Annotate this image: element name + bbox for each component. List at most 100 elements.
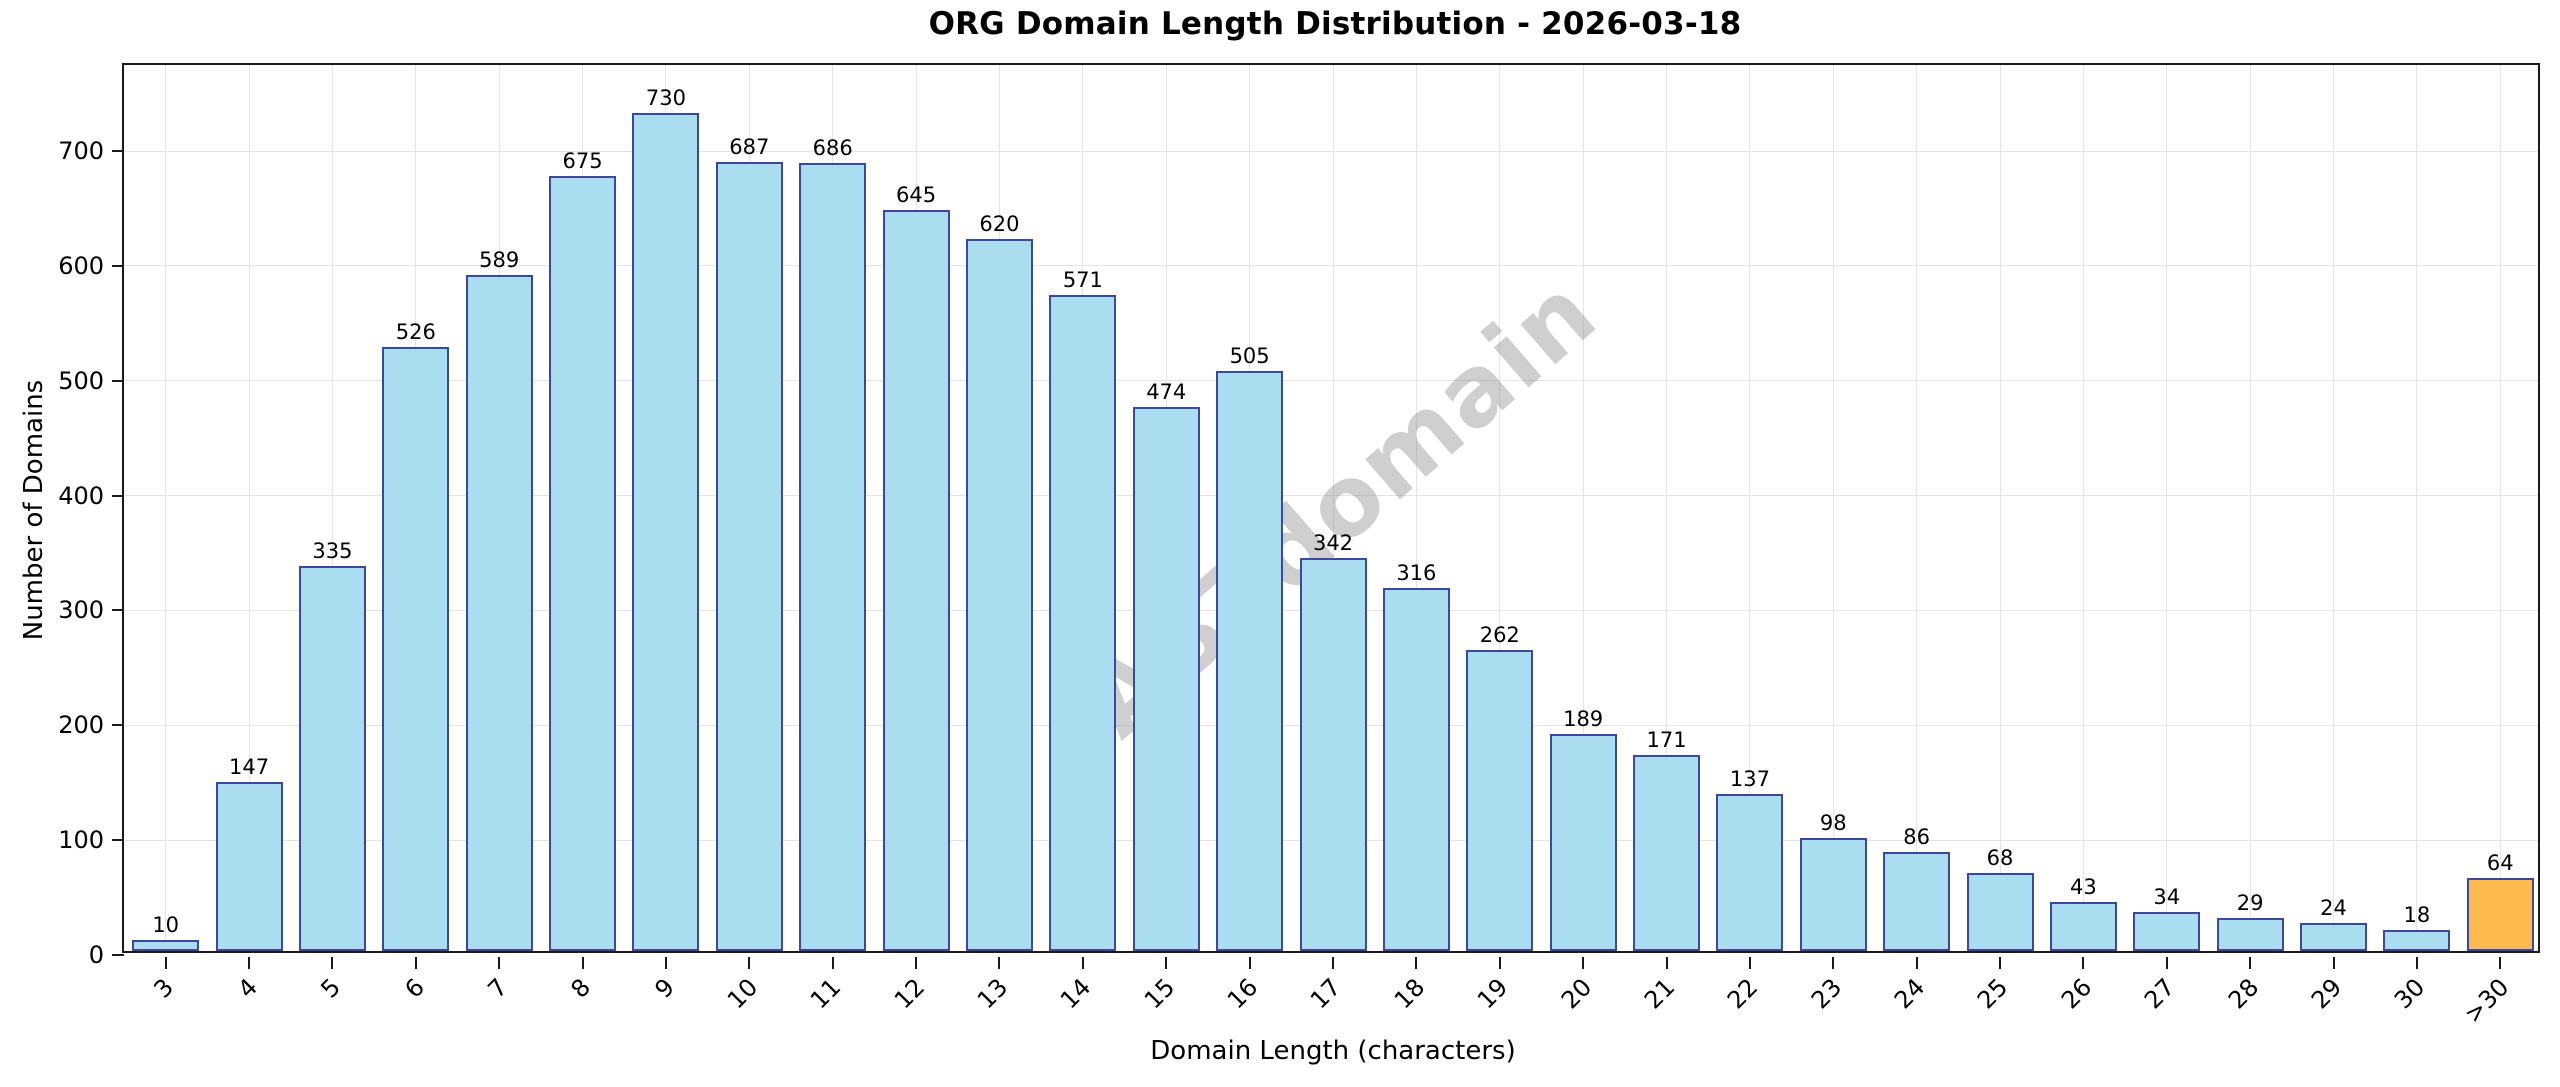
bar-28 (2216, 917, 2284, 951)
bar-11 (799, 163, 867, 951)
x-axis-label: Domain Length (characters) (1150, 1036, 1516, 1066)
x-tick-mark (498, 957, 501, 969)
bar-value-label: 86 (1903, 825, 1931, 850)
x-tick-mark (1332, 957, 1334, 969)
gridline-v (1666, 65, 1668, 951)
x-tick-mark (414, 957, 417, 969)
bar-value-label: 147 (229, 755, 270, 780)
bar-value-label: 316 (1396, 561, 1437, 586)
y-tick-mark (112, 150, 124, 153)
bar-23 (1799, 838, 1867, 951)
y-tick-label: 100 (58, 826, 104, 855)
bar-8 (549, 175, 617, 951)
x-tick-label: 27 (2139, 973, 2181, 1015)
x-tick-mark (1165, 957, 1168, 969)
gridline-v (1499, 65, 1501, 951)
bar-30 (2383, 930, 2451, 951)
bar-value-label: 29 (2236, 890, 2264, 915)
bar-27 (2133, 911, 2201, 951)
x-tick-mark (998, 957, 1001, 969)
x-tick-mark (748, 957, 751, 969)
bar-value-label: 189 (1563, 706, 1604, 731)
bar-value-label: 98 (1819, 811, 1847, 836)
bar-value-label: 68 (1986, 845, 2014, 870)
bar-value-label: 687 (729, 135, 770, 160)
gridline-v (331, 65, 333, 951)
y-tick-label: 400 (58, 481, 104, 510)
bar-10 (715, 162, 783, 951)
x-tick-label: 12 (888, 973, 930, 1015)
x-tick-mark (1832, 957, 1835, 969)
bar-3 (132, 939, 200, 951)
bar->30 (2466, 877, 2534, 951)
x-tick-label: 18 (1388, 973, 1431, 1015)
x-tick-mark (1081, 957, 1084, 969)
y-tick-mark (112, 954, 124, 956)
gridline-v (2499, 65, 2501, 951)
x-tick-mark (2249, 957, 2252, 969)
x-tick-mark (1915, 957, 1918, 969)
x-tick-label: 5 (315, 973, 347, 1004)
gridline-h (124, 380, 2538, 382)
bar-22 (1716, 793, 1784, 951)
x-tick-label: 11 (805, 973, 847, 1015)
x-tick-label: 26 (2055, 973, 2098, 1015)
bar-value-label: 620 (979, 212, 1020, 236)
x-tick-mark (831, 957, 834, 969)
x-tick-mark (248, 957, 251, 969)
y-tick-label: 500 (58, 366, 104, 395)
bar-value-label: 171 (1646, 727, 1687, 752)
gridline-v (2082, 65, 2084, 951)
x-tick-label: 10 (721, 973, 764, 1015)
bar-value-label: 64 (2486, 850, 2514, 875)
x-tick-label: 15 (1138, 973, 1181, 1015)
bar-6 (382, 346, 450, 951)
x-tick-mark (664, 957, 667, 969)
gridline-h (124, 265, 2538, 267)
gridline-h (124, 150, 2538, 152)
x-tick-label: 23 (1805, 973, 1848, 1015)
y-tick-mark (112, 724, 124, 727)
y-tick-mark (112, 839, 124, 842)
x-tick-mark (1748, 957, 1751, 969)
x-tick-mark (1498, 957, 1501, 969)
bar-value-label: 34 (2153, 884, 2181, 909)
x-tick-label: 6 (399, 973, 430, 1004)
x-tick-label: 9 (649, 973, 680, 1004)
bar-29 (2300, 923, 2368, 951)
x-tick-label: 25 (1972, 973, 2014, 1015)
x-tick-label: 29 (2305, 973, 2348, 1015)
bar-value-label: 24 (2320, 896, 2347, 921)
y-tick-label: 300 (58, 596, 104, 625)
x-tick-label: 20 (1555, 973, 1597, 1015)
gridline-v (1582, 65, 1584, 951)
bar-16 (1216, 371, 1284, 951)
bar-9 (632, 112, 700, 951)
bar-value-label: 571 (1062, 268, 1103, 293)
bar-value-label: 686 (812, 136, 853, 161)
y-tick-label: 600 (58, 251, 104, 280)
x-tick-label: 30 (2389, 973, 2431, 1015)
bar-value-label: 730 (645, 85, 686, 110)
x-tick-label: 14 (1055, 973, 1097, 1015)
bar-value-label: 589 (479, 247, 520, 272)
x-tick-mark (2332, 957, 2335, 969)
gridline-v (248, 65, 250, 951)
x-tick-label: 24 (1889, 973, 1931, 1015)
x-tick-mark (1248, 957, 1251, 969)
bar-12 (882, 210, 950, 951)
gridline-v (1916, 65, 1918, 951)
x-tick-label: 7 (482, 973, 514, 1004)
bar-value-label: 526 (395, 319, 436, 344)
x-tick-mark (164, 957, 167, 969)
gridline-h (124, 495, 2538, 497)
gridline-v (2416, 65, 2418, 951)
bar-value-label: 342 (1312, 531, 1354, 556)
x-tick-label: 13 (971, 973, 1014, 1015)
y-tick-mark (112, 264, 124, 267)
x-tick-mark (915, 957, 918, 969)
x-tick-label: 4 (232, 973, 263, 1004)
y-tick-label: 700 (58, 137, 104, 166)
x-tick-mark (2499, 957, 2502, 969)
bar-14 (1049, 295, 1117, 951)
